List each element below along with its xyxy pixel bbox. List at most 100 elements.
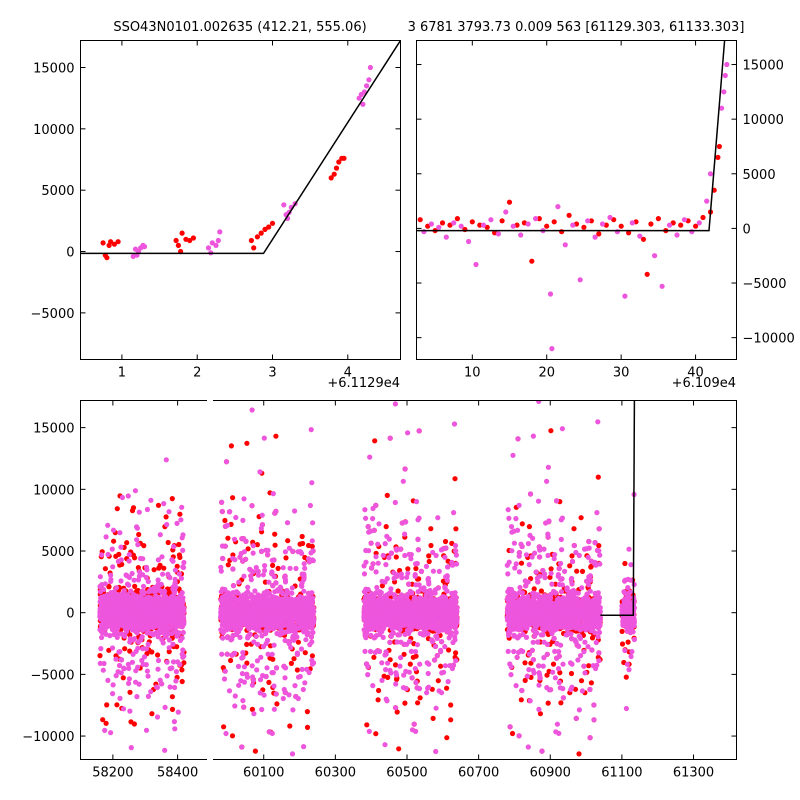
bottom-point-violet xyxy=(249,503,255,509)
top-right-point-red xyxy=(648,221,654,227)
top-right-frame xyxy=(416,40,737,360)
bottom-point-violet xyxy=(254,667,260,673)
bottom-point-red xyxy=(127,648,133,654)
bottom-point-red xyxy=(131,721,137,727)
bottom-point-violet xyxy=(126,665,132,672)
bottom-point-violet xyxy=(176,571,182,577)
bottom-point-violet xyxy=(124,601,130,607)
bottom-point-red xyxy=(225,562,231,568)
bottom-point-red xyxy=(304,724,311,731)
bottom-point-violet xyxy=(130,610,136,616)
bottom-point-violet xyxy=(170,596,176,602)
bottom-point-violet xyxy=(266,729,272,735)
bottom-point-violet xyxy=(179,504,185,510)
bottom-point-violet xyxy=(295,674,302,680)
bottom-point-violet xyxy=(120,706,127,712)
bottom-point-violet xyxy=(138,625,144,632)
bottom-point-violet xyxy=(167,575,173,581)
top-left-point-violet xyxy=(215,237,221,244)
top-left-point-red xyxy=(269,220,276,226)
top-right-point-violet xyxy=(637,233,643,239)
bottom-point-violet xyxy=(134,694,140,700)
top-left-point-violet xyxy=(281,202,287,208)
bottom-point-violet xyxy=(159,554,165,560)
bottom-point-violet xyxy=(270,491,276,497)
bottom-point-violet xyxy=(219,651,225,657)
top-right-point-violet xyxy=(577,277,583,283)
bottom-point-violet xyxy=(257,690,263,696)
bottom-point-violet xyxy=(220,616,226,622)
bottom-point-violet xyxy=(114,618,120,625)
top-right-point-red xyxy=(596,231,602,237)
bottom-point-violet xyxy=(161,617,167,623)
bottom-point-violet xyxy=(236,682,242,688)
bottom-point-violet xyxy=(101,660,107,667)
bottom-point-violet xyxy=(249,663,255,669)
top-left-data xyxy=(80,40,401,261)
bottom-point-violet xyxy=(248,567,254,573)
bottom-point-red xyxy=(104,702,110,708)
bottom-point-violet xyxy=(148,497,154,503)
bottom-point-violet xyxy=(155,634,161,640)
bottom-point-violet xyxy=(257,469,263,475)
bottom-point-violet xyxy=(249,605,255,611)
bottom-point-violet xyxy=(105,677,111,684)
bottom-point-violet xyxy=(251,711,257,717)
bottom-point-violet xyxy=(111,615,117,621)
bottom-point-violet xyxy=(155,577,161,583)
bottom-point-violet xyxy=(148,621,154,627)
bottom-point-violet xyxy=(134,525,140,531)
bottom-point-violet xyxy=(289,751,296,757)
top-left-point-violet xyxy=(209,240,215,246)
bottom-point-violet xyxy=(250,550,256,556)
bottom-point-violet xyxy=(101,586,107,593)
bottom-point-red xyxy=(299,533,305,540)
bottom-point-violet xyxy=(271,623,277,629)
top-left-point-red xyxy=(111,241,117,247)
bottom-point-violet xyxy=(145,641,151,648)
bottom-point-violet xyxy=(159,681,165,687)
top-left-point-red xyxy=(266,224,272,230)
bottom-point-violet xyxy=(161,501,167,507)
bottom-point-violet xyxy=(259,706,265,713)
bottom-point-violet xyxy=(167,684,173,690)
bottom-point-violet xyxy=(222,668,228,674)
bottom-point-violet xyxy=(180,564,187,571)
bottom-point-violet xyxy=(160,571,166,577)
bottom-point-violet xyxy=(175,599,181,605)
bottom-point-violet xyxy=(97,583,103,590)
bottom-point-violet xyxy=(125,661,131,668)
bottom-point-violet xyxy=(220,628,226,634)
bottom-point-red xyxy=(113,553,119,559)
bottom-point-violet xyxy=(240,698,246,704)
bottom-point-violet xyxy=(271,706,277,712)
bottom-plot-area xyxy=(97,400,638,757)
bottom-point-violet xyxy=(308,634,315,640)
bottom-point-violet xyxy=(143,646,149,652)
bottom-point-violet xyxy=(241,664,247,670)
top-right-point-red xyxy=(454,216,460,222)
bottom-point-violet xyxy=(243,613,249,619)
bottom-point-violet xyxy=(299,571,305,577)
bottom-point-violet xyxy=(269,651,275,658)
bottom-point-violet xyxy=(243,556,249,562)
bottom-point-violet xyxy=(172,580,178,586)
bottom-point-violet xyxy=(155,657,162,664)
bottom-point-violet xyxy=(241,573,247,579)
top-left-point-violet xyxy=(213,242,219,248)
bottom-point-violet xyxy=(140,583,147,589)
bottom-point-violet xyxy=(128,588,134,594)
bottom-point-violet xyxy=(116,662,123,669)
bottom-point-violet xyxy=(266,579,272,585)
top-left-point-red xyxy=(190,235,196,241)
top-right-point-violet xyxy=(525,221,531,227)
bottom-point-violet xyxy=(125,493,131,499)
top-left-point-violet xyxy=(367,64,373,71)
bottom-point-red xyxy=(273,433,279,439)
bottom-point-violet xyxy=(139,610,145,616)
bottom-point-red xyxy=(122,646,128,652)
top-right-point-red xyxy=(644,271,650,277)
bottom-point-red xyxy=(169,694,175,700)
bottom-point-violet xyxy=(263,673,269,680)
bottom-point-red xyxy=(136,531,142,538)
